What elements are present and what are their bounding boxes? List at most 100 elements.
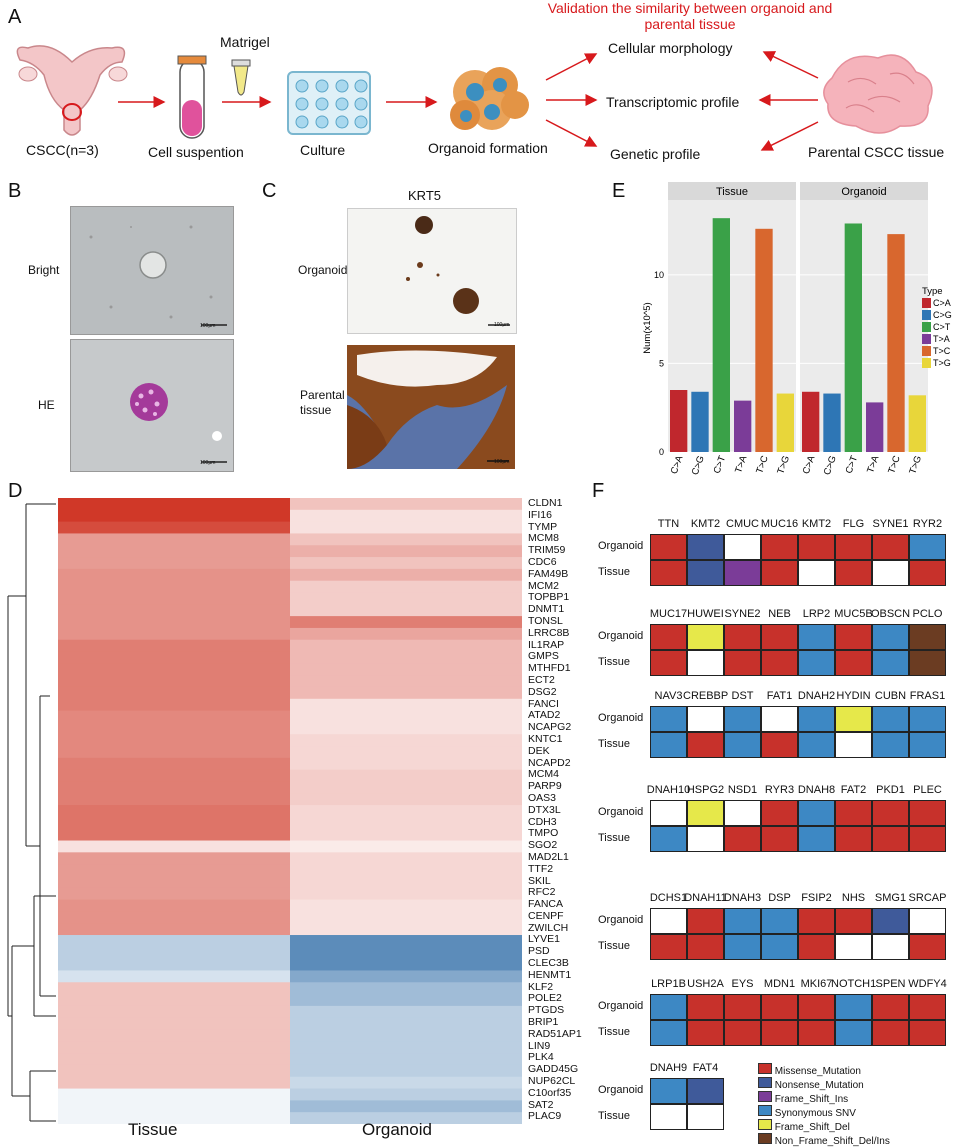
mutation-cell bbox=[909, 934, 946, 960]
cell-organoid-PSD bbox=[290, 946, 522, 960]
mutation-cell bbox=[724, 994, 761, 1020]
cell-tissue-CDC6 bbox=[58, 557, 290, 570]
legend-row: Missense_Mutation bbox=[758, 1063, 890, 1077]
cell-organoid-TTF2 bbox=[290, 864, 522, 877]
cell-organoid-KNTC1 bbox=[290, 734, 522, 747]
gene-label: RFC2 bbox=[528, 886, 556, 899]
mutation-gene: EYS bbox=[731, 978, 754, 990]
mutation-cell bbox=[761, 624, 798, 650]
legend-row: Frame_Shift_Del bbox=[758, 1119, 890, 1133]
cell-organoid-BRIP1 bbox=[290, 1017, 522, 1031]
transcriptomic-profile-label: Transcriptomic profile bbox=[606, 94, 740, 110]
mutation-cell bbox=[650, 1020, 687, 1046]
mutation-cell bbox=[835, 732, 872, 758]
cell-tissue-NCAPG2 bbox=[58, 722, 290, 735]
mutation-cell bbox=[687, 994, 724, 1020]
facet-strip bbox=[800, 182, 928, 200]
cell-tissue-GMPS bbox=[58, 651, 290, 664]
mutation-row-label: Tissue bbox=[598, 1026, 630, 1038]
cell-organoid-IFI16 bbox=[290, 509, 522, 523]
legend-title: Type bbox=[922, 286, 943, 297]
he-label: HE bbox=[38, 398, 55, 412]
gene-label: PLAC9 bbox=[528, 1110, 562, 1123]
gene-label: CENPF bbox=[528, 909, 564, 922]
mutation-cell bbox=[761, 706, 798, 732]
bar-tissue-4 bbox=[755, 228, 773, 452]
cell-organoid-CLEC3B bbox=[290, 958, 522, 971]
gene-label: LYVE1 bbox=[528, 933, 560, 946]
cell-tissue-ATAD2 bbox=[58, 710, 290, 723]
cell-tissue-FANCI bbox=[58, 698, 290, 712]
mutation-gene: NOTCH1 bbox=[831, 978, 877, 990]
gene-label: PARP9 bbox=[528, 780, 562, 793]
cell-organoid-FANCI bbox=[290, 698, 522, 712]
cell-organoid-ATAD2 bbox=[290, 710, 522, 723]
mutation-cell bbox=[687, 826, 724, 852]
cell-organoid-TRIM59 bbox=[290, 545, 522, 558]
x-tick-label: T>A bbox=[733, 454, 750, 475]
cell-tissue-MTHFD1 bbox=[58, 663, 290, 676]
mutation-cell bbox=[798, 706, 835, 732]
krt5-title: KRT5 bbox=[408, 188, 441, 203]
cell-organoid-IL1RAP bbox=[290, 639, 522, 653]
cell-organoid-SAT2 bbox=[290, 1100, 522, 1113]
bright-field-image bbox=[70, 206, 234, 335]
bar-tissue-0 bbox=[670, 390, 688, 452]
cell-tissue-LIN9 bbox=[58, 1041, 290, 1054]
facet-label: Tissue bbox=[716, 186, 748, 198]
x-tick-label: T>G bbox=[907, 454, 924, 475]
mutation-cell bbox=[724, 560, 761, 586]
dendrogram bbox=[7, 503, 56, 1122]
gene-label: PLK4 bbox=[528, 1051, 554, 1064]
mutation-cell bbox=[650, 624, 687, 650]
mutation-gene: SYNE2 bbox=[724, 608, 761, 620]
gene-label: ZWILCH bbox=[528, 921, 569, 934]
mutation-cell bbox=[650, 732, 687, 758]
gene-label: BRIP1 bbox=[528, 1016, 559, 1029]
gene-label: MCM8 bbox=[528, 532, 559, 545]
cell-organoid-POLE2 bbox=[290, 994, 522, 1007]
x-tick-label: T>A bbox=[865, 454, 882, 475]
mutation-cell bbox=[761, 934, 798, 960]
cell-organoid-OAS3 bbox=[290, 793, 522, 806]
cell-organoid-PLK4 bbox=[290, 1053, 522, 1066]
bar-tissue-5 bbox=[776, 393, 794, 452]
gene-label: ATAD2 bbox=[528, 709, 561, 722]
cell-tissue-POLE2 bbox=[58, 994, 290, 1007]
mutation-cell bbox=[798, 732, 835, 758]
x-tick-label: C>G bbox=[822, 454, 839, 476]
cell-tissue-NCAPD2 bbox=[58, 757, 290, 771]
mutation-cell bbox=[872, 908, 909, 934]
gene-label: MTHFD1 bbox=[528, 662, 571, 675]
legend-frameshift-ins: Frame_Shift_Ins bbox=[774, 1094, 849, 1105]
mutation-cell bbox=[872, 1020, 909, 1046]
cell-organoid-FANCA bbox=[290, 899, 522, 912]
gene-label: TRIM59 bbox=[528, 544, 566, 557]
cell-tissue-BRIP1 bbox=[58, 1017, 290, 1031]
mutation-gene: PKD1 bbox=[876, 784, 905, 796]
parental-tissue-blob bbox=[823, 54, 933, 134]
mutation-row-label: Tissue bbox=[598, 738, 630, 750]
cell-tissue-MCM8 bbox=[58, 533, 290, 546]
gene-label: CLEC3B bbox=[528, 957, 569, 970]
gene-label: RAD51AP1 bbox=[528, 1027, 582, 1040]
gene-label: HENMT1 bbox=[528, 968, 572, 981]
cell-organoid-DEK bbox=[290, 746, 522, 759]
mutation-row-label: Tissue bbox=[598, 940, 630, 952]
mutation-cell bbox=[872, 560, 909, 586]
gene-label: ECT2 bbox=[528, 673, 555, 686]
legend-row: Frame_Shift_Ins bbox=[758, 1091, 890, 1105]
mutation-cell bbox=[909, 732, 946, 758]
gene-label: IL1RAP bbox=[528, 638, 565, 651]
mutation-cell bbox=[798, 800, 835, 826]
panel-e-label: E bbox=[612, 180, 626, 202]
mutation-cell bbox=[650, 650, 687, 676]
x-tick-label: T>G bbox=[775, 454, 792, 475]
cell-organoid-ZWILCH bbox=[290, 923, 522, 936]
gene-label: SAT2 bbox=[528, 1098, 554, 1111]
mutation-cell bbox=[909, 560, 946, 586]
cell-tissue-DEK bbox=[58, 746, 290, 759]
mutation-cell bbox=[798, 624, 835, 650]
mutation-cell bbox=[650, 994, 687, 1020]
mutation-gene: HSPG2 bbox=[686, 784, 725, 796]
